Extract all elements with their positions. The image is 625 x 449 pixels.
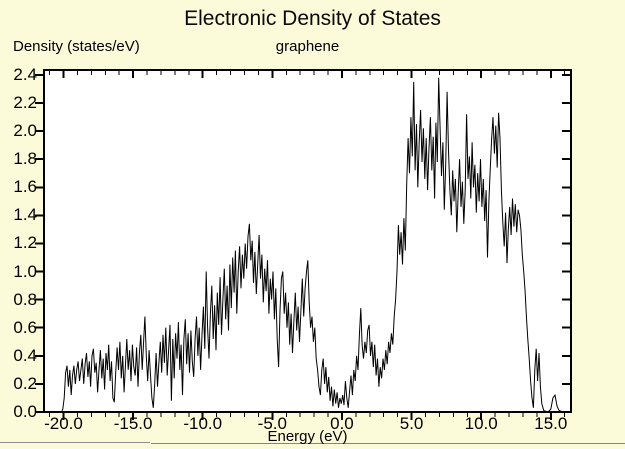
x-tick-label: -10.0 (183, 414, 223, 433)
y-tick-label: 2.4 (13, 64, 37, 84)
page-title: Electronic Density of States (184, 7, 441, 30)
y-tick-label: 0.0 (13, 402, 37, 421)
y-tick-label: 1.4 (13, 205, 37, 225)
x-tick-label: -15.0 (113, 414, 153, 433)
bottom-separator-right (151, 443, 625, 444)
x-tick-label: -5.0 (257, 414, 287, 433)
y-tick-label: 1.8 (13, 149, 37, 169)
y-tick-label: 0.2 (13, 373, 37, 393)
bottom-separator-left (0, 442, 150, 443)
y-tick-label: 0.6 (13, 317, 37, 337)
x-tick-label: 5.0 (399, 414, 424, 433)
y-tick-label: 2.0 (13, 121, 37, 141)
chart-subtitle: graphene (275, 38, 340, 55)
y-tick-label: 1.2 (13, 233, 37, 253)
dos-curve (44, 77, 571, 413)
x-tick-label: 10.0 (464, 414, 498, 433)
y-tick-label: 2.2 (13, 93, 37, 112)
y-tick-label: 1.6 (13, 177, 37, 197)
y-tick-label: 0.8 (13, 289, 37, 309)
x-axis-title: Energy (eV) (267, 428, 348, 445)
x-tick-label: 15.0 (534, 414, 568, 433)
x-tick-label: -20.0 (44, 414, 83, 433)
x-tick-label: 0.0 (330, 414, 354, 433)
y-tick-label: 0.4 (13, 345, 37, 365)
y-axis-title: Density (states/eV) (13, 38, 140, 55)
y-tick-label: 1.0 (13, 261, 37, 281)
